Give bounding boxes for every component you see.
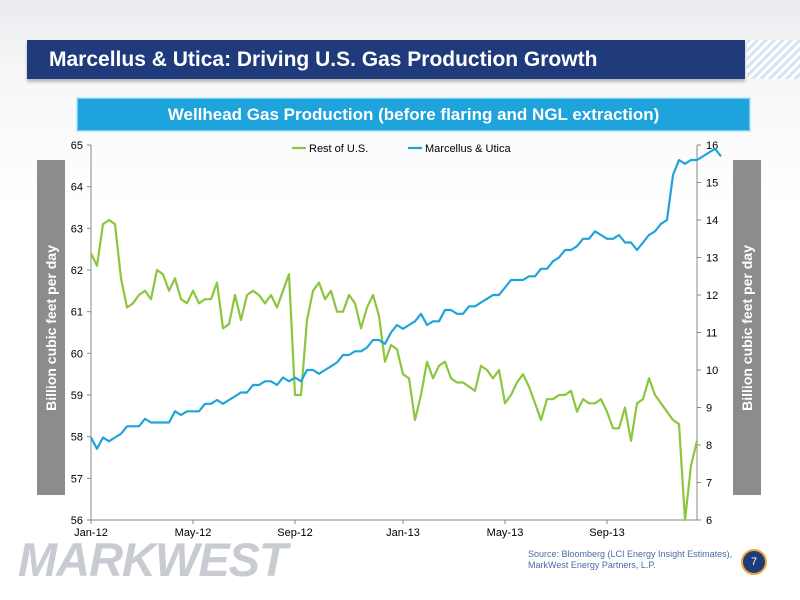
y-right-tick-label: 12: [706, 290, 718, 302]
y-right-tick-label: 13: [706, 253, 718, 265]
x-tick-label: May-12: [175, 527, 212, 539]
y-left-tick-label: 59: [71, 390, 83, 402]
x-tick-label: Sep-12: [277, 527, 312, 539]
y-left-tick-label: 57: [71, 473, 83, 485]
y-right-tick-label: 10: [706, 365, 718, 377]
y-left-tick-label: 63: [71, 223, 83, 235]
y-left-tick-label: 61: [71, 307, 83, 319]
slide-title: Marcellus & Utica: Driving U.S. Gas Prod…: [49, 48, 598, 71]
chart-title: Wellhead Gas Production (before flaring …: [167, 105, 660, 124]
page-number-badge: 7: [741, 549, 767, 575]
x-tick-label: Jan-12: [74, 527, 108, 539]
series-line-rest-of-us: [90, 218, 699, 522]
source-note: Source: Bloomberg (LCI Energy Insight Es…: [528, 549, 733, 570]
x-tick-label: Sep-13: [589, 527, 624, 539]
y-right-tick-label: 7: [706, 478, 712, 490]
y-left-tick-label: 56: [71, 515, 83, 527]
y-left-tick-label: 60: [71, 348, 83, 360]
left-axis-label-box: Billion cubic feet per day: [37, 160, 65, 495]
legend-label: Rest of U.S.: [309, 143, 368, 155]
title-bar: Marcellus & Utica: Driving U.S. Gas Prod…: [27, 40, 745, 79]
chart-header: Wellhead Gas Production (before flaring …: [77, 98, 750, 131]
y-right-tick-label: 11: [706, 328, 717, 340]
y-right-tick-label: 6: [706, 515, 712, 527]
y-right-tick-label: 14: [706, 215, 718, 227]
y-right-tick-label: 15: [706, 178, 718, 190]
y-left-tick-label: 58: [71, 432, 83, 444]
x-tick-label: May-13: [487, 527, 524, 539]
right-axis-label-box: Billion cubic feet per day: [733, 160, 761, 495]
title-accent-stripes: [747, 40, 800, 79]
y-left-tick-label: 64: [71, 182, 83, 194]
markwest-logo: MARKWEST: [18, 533, 288, 586]
y-right-tick-label: 9: [706, 403, 712, 415]
y-right-tick-label: 8: [706, 440, 712, 452]
legend-label: Marcellus & Utica: [425, 143, 511, 155]
x-tick-label: Jan-13: [386, 527, 420, 539]
y-left-tick-label: 65: [71, 140, 83, 152]
y-left-tick-label: 62: [71, 265, 83, 277]
series-line-marcellus-utica: [90, 147, 722, 450]
